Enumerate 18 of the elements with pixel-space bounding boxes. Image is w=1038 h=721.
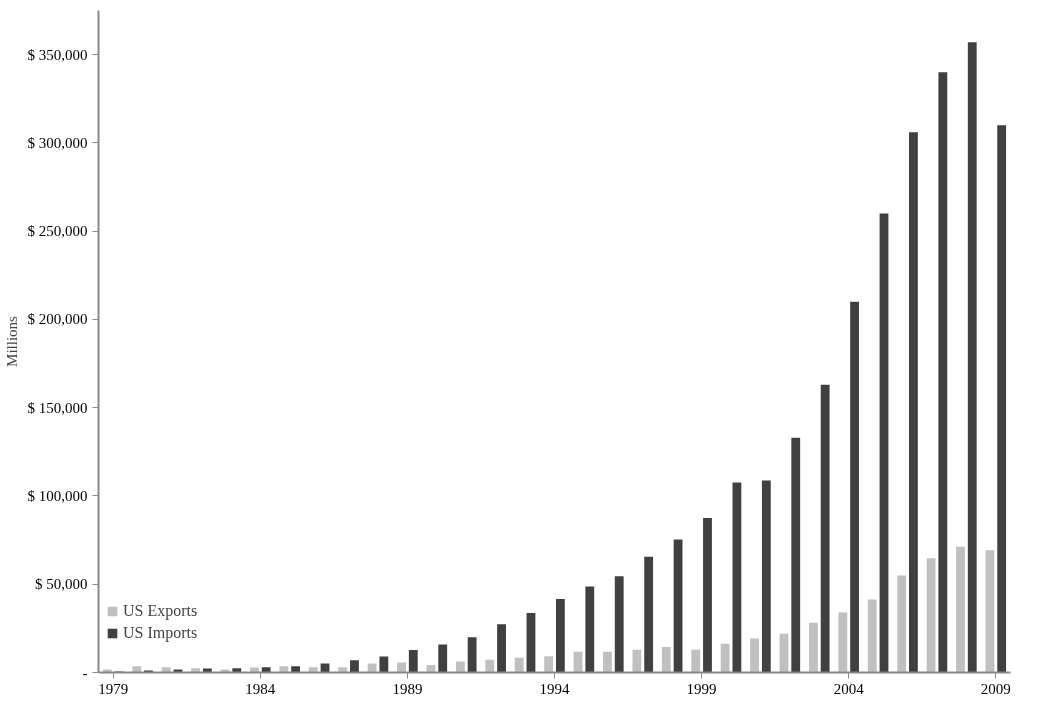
legend-label: US Exports: [123, 602, 198, 620]
y-axis-title: Millions: [3, 315, 20, 367]
y-tick-label: $ 300,000: [27, 134, 88, 151]
y-tick-label: -: [82, 664, 88, 681]
y-tick-label: $ 250,000: [27, 223, 88, 240]
y-tick-label: $ 200,000: [27, 311, 88, 328]
x-tick-label: 1989: [392, 680, 423, 697]
x-tick-label: 2004: [833, 680, 865, 697]
y-tick-label: $ 150,000: [27, 399, 88, 416]
x-tick-label: 1999: [686, 680, 717, 697]
y-tick-label: $ 100,000: [27, 487, 88, 504]
x-tick-label: 1979: [98, 680, 129, 697]
x-tick-label: 2009: [980, 680, 1011, 697]
y-tick-label: $ 50,000: [35, 576, 88, 593]
x-tick-label: 1994: [539, 680, 570, 697]
y-tick-label: $ 350,000: [27, 46, 88, 63]
legend-label: US Imports: [123, 624, 198, 642]
x-tick-label: 1984: [245, 680, 276, 697]
